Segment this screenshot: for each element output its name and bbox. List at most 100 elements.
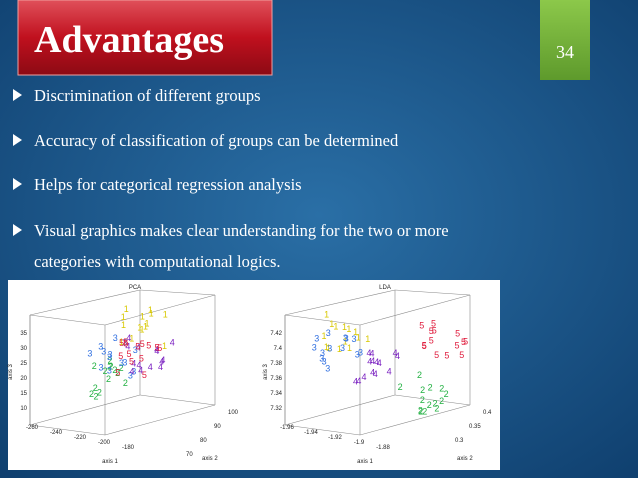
group-point: 1 bbox=[324, 342, 329, 352]
group-point: 4 bbox=[148, 362, 153, 372]
group-point: 1 bbox=[356, 333, 361, 343]
group-point: 3 bbox=[322, 357, 327, 367]
box-edge bbox=[394, 289, 471, 296]
group-point: 2 bbox=[123, 378, 128, 388]
group-point: 2 bbox=[418, 406, 423, 416]
group-point: 5 bbox=[432, 325, 437, 335]
box-edge bbox=[29, 424, 106, 436]
group-point: 4 bbox=[130, 367, 135, 377]
group-point: 5 bbox=[146, 341, 151, 351]
group-point: 3 bbox=[99, 363, 104, 373]
group-point: 5 bbox=[123, 339, 128, 349]
group-point: 2 bbox=[97, 387, 102, 397]
group-point: 4 bbox=[387, 367, 392, 377]
z-tick-label: 35 bbox=[20, 331, 27, 337]
group-point: 1 bbox=[143, 322, 148, 332]
group-point: 1 bbox=[347, 343, 352, 353]
group-point: 3 bbox=[325, 363, 330, 373]
y-tick-label: 90 bbox=[214, 424, 221, 430]
x-axis-label: axis 1 bbox=[102, 459, 118, 465]
title: Advantages bbox=[34, 19, 224, 61]
group-point: 3 bbox=[107, 352, 112, 362]
group-point: 3 bbox=[87, 349, 92, 359]
group-point: 2 bbox=[108, 356, 113, 366]
group-point: 2 bbox=[103, 366, 108, 376]
group-point: 2 bbox=[89, 389, 94, 399]
number-box bbox=[540, 0, 590, 80]
y-tick-label: 0.35 bbox=[469, 424, 481, 430]
group-point: 4 bbox=[160, 355, 165, 365]
box-edge bbox=[139, 289, 216, 296]
group-point: 2 bbox=[418, 407, 423, 417]
group-point: 2 bbox=[112, 365, 117, 375]
box-edge bbox=[284, 424, 361, 436]
x-tick-label: -1.96 bbox=[280, 425, 294, 431]
group-point: 2 bbox=[94, 391, 99, 401]
group-point: 1 bbox=[140, 324, 145, 334]
slide-number: 34 bbox=[556, 42, 574, 62]
z-tick-label: 7.34 bbox=[270, 391, 282, 397]
z-tick-label: 7.38 bbox=[270, 361, 282, 367]
group-point: 4 bbox=[170, 338, 175, 348]
group-point: 3 bbox=[326, 328, 331, 338]
z-tick-label: 7.42 bbox=[270, 331, 282, 337]
box-edge bbox=[29, 289, 141, 316]
x-tick-label: -1.88 bbox=[376, 445, 390, 451]
group-point: 3 bbox=[327, 344, 332, 354]
group-point: 3 bbox=[312, 343, 317, 353]
group-point: 3 bbox=[319, 353, 324, 363]
group-point: 3 bbox=[119, 358, 124, 368]
z-tick-label: 7.36 bbox=[270, 376, 282, 382]
z-tick-label: 30 bbox=[20, 346, 27, 352]
group-point: 3 bbox=[320, 348, 325, 358]
group-point: 3 bbox=[343, 333, 348, 343]
group-point: 5 bbox=[118, 351, 123, 361]
group-point: 5 bbox=[461, 337, 466, 347]
group-point: 2 bbox=[433, 398, 438, 408]
group-point: 1 bbox=[343, 337, 348, 347]
group-point: 1 bbox=[162, 341, 167, 351]
group-point: 5 bbox=[127, 349, 132, 359]
group-point: 5 bbox=[431, 318, 436, 328]
x-tick-label: -1.9 bbox=[354, 440, 365, 446]
group-point: 1 bbox=[129, 333, 134, 343]
group-point: 5 bbox=[455, 340, 460, 350]
group-point: 5 bbox=[434, 350, 439, 360]
group-point: 1 bbox=[329, 319, 334, 329]
group-point: 4 bbox=[131, 359, 136, 369]
figure bbox=[8, 280, 500, 470]
group-point: 5 bbox=[444, 351, 449, 361]
group-point: 4 bbox=[370, 367, 375, 377]
y-tick-label: 0.3 bbox=[455, 438, 464, 444]
box-edge bbox=[139, 394, 216, 406]
z-axis-label: axis 3 bbox=[263, 364, 269, 380]
group-point: 3 bbox=[101, 346, 106, 356]
z-tick-label: 15 bbox=[20, 391, 27, 397]
z-tick-label: 7.4 bbox=[274, 346, 283, 352]
x-tick-label: -200 bbox=[98, 440, 111, 446]
group-point: 1 bbox=[148, 305, 153, 315]
box-edge bbox=[284, 394, 396, 426]
bullet-marker bbox=[13, 89, 22, 101]
group-point: 2 bbox=[427, 400, 432, 410]
group-point: 2 bbox=[107, 361, 112, 371]
x-axis-label: axis 1 bbox=[357, 459, 373, 465]
group-point: 2 bbox=[93, 383, 98, 393]
group-point: 5 bbox=[455, 329, 460, 339]
group-point: 5 bbox=[422, 340, 427, 350]
group-point: 5 bbox=[157, 343, 162, 353]
group-point: 3 bbox=[352, 334, 357, 344]
group-point: 4 bbox=[370, 348, 375, 358]
group-point: 3 bbox=[108, 350, 113, 360]
group-point: 2 bbox=[398, 382, 403, 392]
x-tick-label: -220 bbox=[74, 435, 87, 441]
box-edge bbox=[284, 314, 361, 326]
group-point: 5 bbox=[429, 335, 434, 345]
bullet-text: Visual graphics makes clear understandin… bbox=[34, 221, 449, 240]
box-edge bbox=[104, 294, 216, 326]
group-point: 4 bbox=[159, 357, 164, 367]
group-point: 1 bbox=[342, 322, 347, 332]
bullet-text: Accuracy of classification of groups can… bbox=[34, 131, 399, 150]
z-tick-label: 10 bbox=[20, 406, 27, 412]
group-point: 4 bbox=[126, 333, 131, 343]
